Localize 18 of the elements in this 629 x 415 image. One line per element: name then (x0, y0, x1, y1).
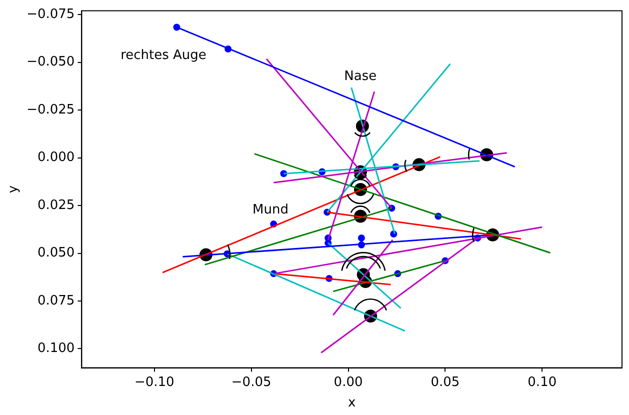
y-tick-label: 0.050 (37, 246, 75, 261)
annotation: rechtes Auge (120, 48, 206, 64)
x-tick-label: 0.10 (528, 374, 557, 390)
y-tick-label: 0.025 (37, 198, 75, 213)
y-tick-label: −0.075 (26, 6, 75, 22)
annotation: Nase (344, 69, 377, 84)
x-tick-label: −0.05 (231, 374, 272, 390)
y-tick-label: −0.050 (26, 54, 75, 70)
y-tick-label: −0.025 (26, 102, 75, 118)
y-axis-title: y (6, 185, 22, 194)
y-tick-label: 0.100 (37, 341, 75, 356)
x-tick-label: −0.10 (134, 374, 174, 390)
x-tick-label: 0.05 (430, 374, 460, 390)
x-tick-label: 0.00 (334, 374, 363, 390)
x-axis-title: x (348, 396, 356, 411)
y-tick-label: 0.075 (37, 293, 75, 308)
y-tick-label: 0.000 (37, 150, 75, 166)
annotation: Mund (252, 202, 288, 218)
